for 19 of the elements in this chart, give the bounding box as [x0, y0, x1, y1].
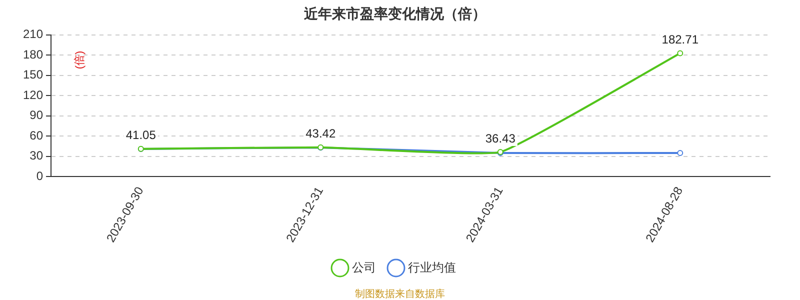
chart-title: 近年来市盈率变化情况（倍）: [303, 5, 486, 22]
data-label: 36.43: [485, 131, 516, 146]
y-tick-label: 90: [30, 108, 44, 122]
y-axis-title: (倍): [73, 50, 86, 70]
y-tick-label: 180: [22, 47, 44, 62]
data-label: 43.42: [306, 126, 336, 141]
y-tick-label: 30: [30, 148, 44, 163]
y-tick-label: 0: [36, 168, 44, 183]
data-label: 41.05: [126, 128, 156, 142]
legend-label: 公司: [352, 260, 376, 274]
data-label: 182.71: [662, 32, 699, 47]
legend-label: 行业均值: [408, 260, 456, 274]
point: [677, 150, 684, 156]
text: 制图数据来自数据库: [355, 288, 445, 300]
y-tick-label: 60: [30, 128, 44, 142]
y-tick-label: 150: [22, 68, 44, 82]
point: [677, 50, 684, 56]
y-tick-label: 210: [22, 27, 44, 42]
y-tick-label: 120: [22, 88, 44, 102]
